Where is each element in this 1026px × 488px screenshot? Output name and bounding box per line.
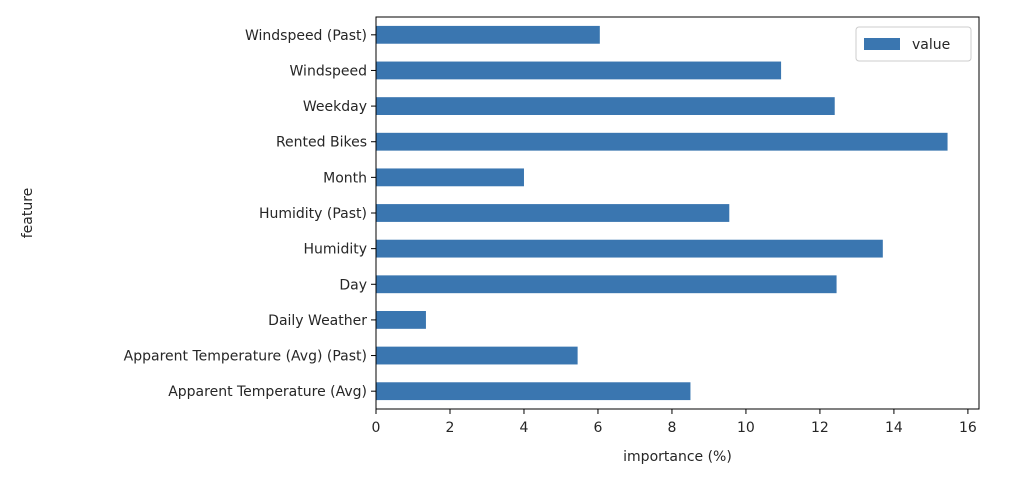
bar-rented-bikes: [376, 132, 948, 151]
y-tick-label: Day: [339, 277, 367, 293]
bar-humidity: [376, 239, 883, 258]
y-tick-label: Weekday: [303, 99, 367, 115]
bar-apparent-temperature-avg-past: [376, 346, 578, 365]
bar-daily-weather: [376, 311, 426, 329]
legend-box: [855, 26, 972, 62]
legend-swatch: [864, 38, 900, 50]
x-tick-label: 0: [372, 420, 381, 436]
plot-frame: [375, 16, 980, 410]
bar-weekday: [376, 97, 835, 115]
y-tick-label: Month: [323, 170, 367, 186]
x-tick-label: 6: [594, 420, 603, 436]
bar-series: [376, 25, 948, 401]
bar-windspeed-past: [376, 25, 600, 44]
bar-apparent-temperature-avg: [376, 382, 691, 401]
y-tick-label: Apparent Temperature (Avg): [168, 384, 367, 400]
legend: value: [855, 26, 972, 62]
x-tick-label: 8: [667, 420, 676, 436]
x-tick-label: 16: [959, 420, 977, 436]
x-tick-label: 4: [520, 420, 529, 436]
bar-day: [376, 275, 837, 294]
bar-windspeed: [376, 61, 782, 80]
x-tick-label: 10: [737, 420, 755, 436]
x-tick-label: 14: [885, 420, 903, 436]
bar-month: [376, 168, 524, 187]
x-tick-label: 12: [811, 420, 829, 436]
y-tick-label: Daily Weather: [268, 313, 367, 329]
x-axis-title: importance (%): [623, 449, 732, 465]
bar-humidity-past: [376, 204, 730, 222]
y-axis-title: feature: [20, 188, 36, 239]
y-tick-label: Humidity (Past): [259, 206, 367, 222]
legend-label-value: value: [912, 37, 950, 53]
y-tick-label: Windspeed (Past): [245, 28, 367, 44]
x-axis-ticks: 0 2 4 6 8 10 12 14 16: [372, 409, 977, 436]
y-axis-ticks: Apparent Temperature (Avg) Apparent Tempe…: [124, 28, 376, 400]
y-tick-label: Apparent Temperature (Avg) (Past): [124, 349, 367, 365]
y-tick-label: Windspeed: [290, 63, 367, 79]
y-tick-label: Rented Bikes: [276, 135, 367, 151]
y-tick-label: Humidity: [304, 242, 367, 258]
x-tick-label: 2: [446, 420, 455, 436]
